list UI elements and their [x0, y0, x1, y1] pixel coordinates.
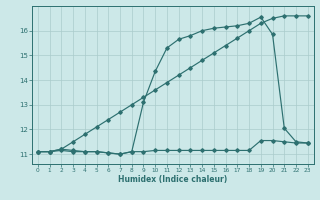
X-axis label: Humidex (Indice chaleur): Humidex (Indice chaleur) — [118, 175, 228, 184]
